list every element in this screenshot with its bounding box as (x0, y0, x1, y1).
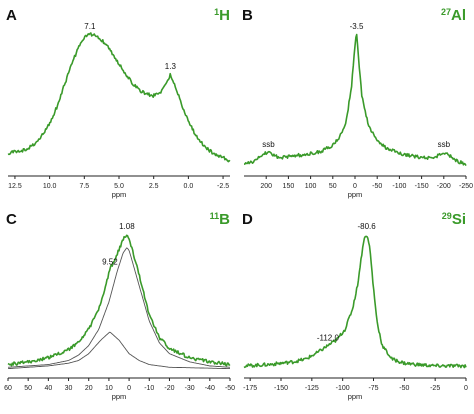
x-tick-label: -100 (392, 183, 406, 190)
peak-annotation: -112.0 (317, 334, 340, 343)
spectrum-line (7, 32, 231, 163)
x-tick-label: -75 (368, 385, 378, 392)
panel-d: D 29Si -175 -150 -125 -100 -75 -50 -25 0 ppm -80.6 -… (242, 211, 468, 401)
peak-annotation: ssb (438, 140, 451, 149)
x-tick-label: 0.0 (184, 183, 194, 190)
x-tick-label: 20 (85, 385, 93, 392)
panel-letter: C (6, 211, 17, 228)
panel-a: A 1H -2.5 0.0 2.5 5.0 7.5 10.0 12.5 ppm 1.3 7.1 (6, 7, 231, 199)
nucleus-label: 1H (214, 7, 230, 24)
x-tick-label: -10 (144, 385, 154, 392)
nucleus-mass: 11 (210, 211, 220, 221)
x-tick-label: -175 (243, 385, 257, 392)
x-tick-label: 0 (127, 385, 131, 392)
x-tick-label: 7.5 (79, 183, 89, 190)
x-tick-label: -50 (372, 183, 382, 190)
x-tick-label: 40 (44, 385, 52, 392)
panel-b: B 27Al -250 -200 -150 -100 -50 0 50 100 150 200 ppm -… (242, 7, 473, 199)
x-tick-label: -2.5 (217, 183, 229, 190)
x-tick-label: 50 (329, 183, 337, 190)
x-tick-label: 2.5 (149, 183, 159, 190)
panel-letter: A (6, 7, 17, 24)
panel-c: C 11B -50 -40 -30 -20 -10 0 10 20 30 40 50 60 ppm 1.08 9… (4, 211, 235, 401)
peak-annotation: 1.3 (165, 62, 177, 71)
x-tick-label: 0 (464, 385, 468, 392)
spectrum-line (244, 33, 467, 166)
x-tick-label: 200 (260, 183, 272, 190)
nucleus-mass: 1 (214, 7, 219, 17)
x-tick-label: -20 (164, 385, 174, 392)
nucleus-mass: 29 (442, 211, 452, 221)
fit-line (7, 247, 231, 368)
x-tick-label: 10 (105, 385, 113, 392)
x-tick-label: -125 (305, 385, 319, 392)
x-tick-label: -150 (415, 183, 429, 190)
peak-annotation: 7.1 (84, 22, 96, 31)
x-axis-label: ppm (348, 392, 363, 401)
x-axis-label: ppm (348, 190, 363, 199)
x-axis-label: ppm (112, 190, 127, 199)
x-tick-label: -50 (225, 385, 235, 392)
spectrum-line (7, 234, 231, 367)
x-tick-label: -150 (274, 385, 288, 392)
x-tick-label: -100 (336, 385, 350, 392)
x-tick-label: 50 (24, 385, 32, 392)
nucleus-symbol: Si (452, 211, 466, 228)
x-tick-label: 150 (283, 183, 295, 190)
spectrum-line (243, 235, 467, 369)
peak-annotation: 1.08 (119, 222, 135, 231)
x-tick-label: -200 (437, 183, 451, 190)
nucleus-label: 27Al (441, 7, 466, 24)
peak-annotation: 9.52 (102, 257, 118, 266)
panel-letter: D (242, 211, 253, 228)
x-tick-label: 100 (305, 183, 317, 190)
nucleus-symbol: B (219, 211, 230, 228)
x-tick-label: -50 (399, 385, 409, 392)
peak-annotation: -80.6 (357, 222, 376, 231)
x-tick-label: -40 (205, 385, 215, 392)
nucleus-symbol: H (219, 7, 230, 24)
x-tick-label: -25 (430, 385, 440, 392)
x-tick-label: -30 (185, 385, 195, 392)
x-axis-label: ppm (112, 392, 127, 401)
nucleus-symbol: Al (451, 7, 466, 24)
x-tick-label: -250 (459, 183, 473, 190)
fit-line (8, 331, 230, 370)
peak-annotation: -3.5 (350, 22, 364, 31)
nucleus-label: 11B (210, 211, 231, 228)
peak-annotation: ssb (262, 140, 275, 149)
x-tick-label: 12.5 (8, 183, 22, 190)
nucleus-label: 29Si (442, 211, 466, 228)
x-tick-label: 0 (353, 183, 357, 190)
nucleus-mass: 27 (441, 7, 451, 17)
x-tick-label: 5.0 (114, 183, 124, 190)
x-tick-label: 60 (4, 385, 12, 392)
x-tick-label: 10.0 (43, 183, 57, 190)
x-tick-label: 30 (65, 385, 73, 392)
panel-letter: B (242, 7, 253, 24)
